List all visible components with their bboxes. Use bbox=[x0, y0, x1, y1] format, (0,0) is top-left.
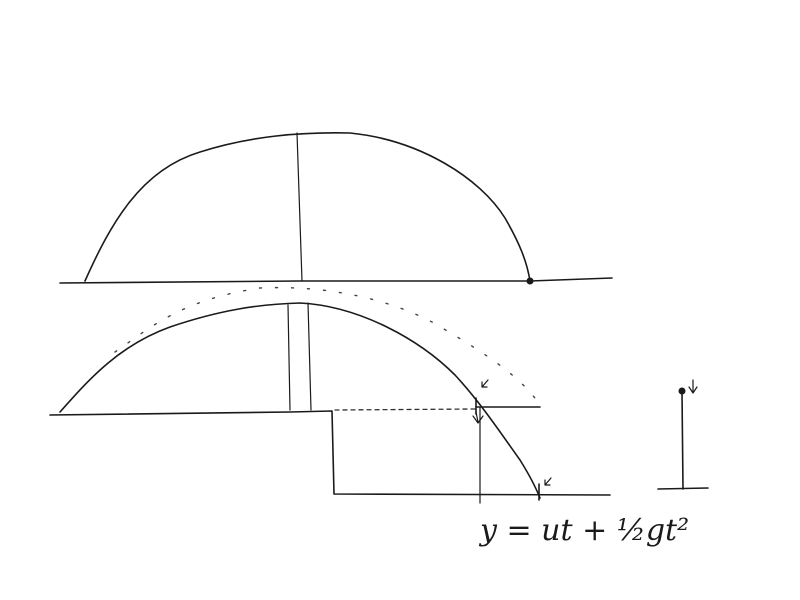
bottom-trajectory-arc bbox=[59, 302, 541, 499]
right-drop-dot bbox=[678, 387, 686, 395]
cliff-ground-line bbox=[49, 410, 611, 496]
top-trajectory-arc bbox=[84, 132, 531, 282]
vertical-drop-diagram bbox=[657, 379, 709, 490]
right-vertical-line bbox=[681, 391, 684, 490]
bottom-trajectory-diagram bbox=[49, 302, 611, 504]
kinematic-equation: y = ut + ½gt² bbox=[478, 513, 689, 548]
top-ground-line bbox=[59, 277, 613, 284]
launch-height-dashed-line bbox=[334, 408, 476, 411]
dotted-reference-trajectory bbox=[114, 286, 541, 406]
down-arrow-icon bbox=[472, 411, 484, 424]
right-down-arrow-icon bbox=[688, 379, 698, 394]
top-trajectory-diagram bbox=[59, 132, 613, 285]
top-landing-dot bbox=[526, 277, 534, 285]
small-arrow-icon bbox=[481, 379, 489, 388]
top-apex-line bbox=[296, 132, 303, 282]
apex-column-right bbox=[307, 302, 312, 411]
apex-column-left bbox=[287, 304, 291, 411]
landing-arrow-icon bbox=[544, 477, 552, 486]
